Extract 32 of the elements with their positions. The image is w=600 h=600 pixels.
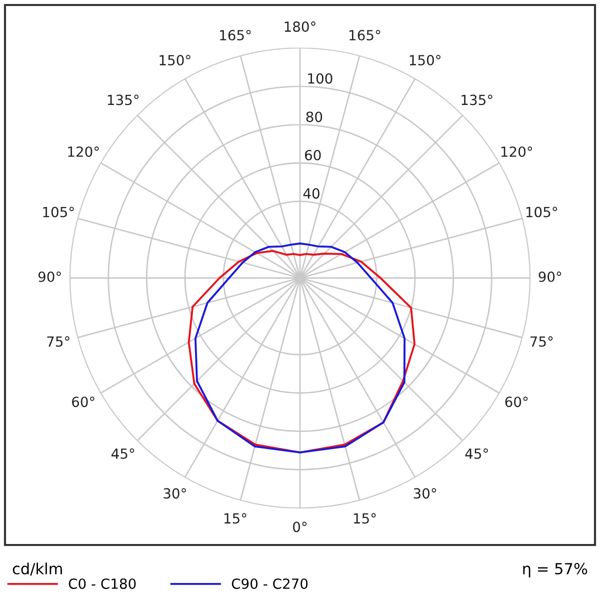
spoke-label: 120° — [501, 146, 532, 157]
legend-label: C90 - C270 — [232, 578, 308, 589]
spoke-label: 105° — [43, 206, 74, 218]
spoke-label: 165° — [220, 30, 251, 40]
spoke-label: 135° — [462, 94, 492, 106]
y-tick-label: 100 — [308, 73, 332, 84]
spoke-label: 90° — [538, 272, 562, 282]
spoke-label: 75° — [530, 336, 553, 347]
spoke-label: 120° — [68, 146, 99, 157]
text: cd/klm — [12, 562, 62, 576]
spoke-label: 165° — [350, 30, 380, 40]
spoke-label: 45° — [465, 448, 488, 459]
text: η = 57% — [523, 562, 588, 578]
spoke-label: 30° — [414, 488, 436, 499]
spoke-label: 105° — [526, 206, 558, 218]
y-tick-label: 40 — [303, 188, 320, 199]
legend-label: C0 - C180 — [68, 578, 136, 589]
spoke-label: 135° — [108, 94, 139, 106]
spoke-label: 30° — [164, 488, 186, 499]
spoke-label: 15° — [224, 513, 246, 524]
y-tick-label: 60 — [304, 150, 321, 160]
spoke-label: 60° — [505, 396, 528, 408]
spoke-label: 0° — [293, 522, 307, 532]
spoke-label: 75° — [47, 336, 70, 347]
spoke-label: 150° — [410, 54, 440, 66]
spoke-label: 15° — [354, 513, 376, 524]
spoke-label: 45° — [111, 448, 134, 459]
spoke-label: 180° — [284, 21, 316, 32]
y-tick-label: 80 — [306, 112, 322, 122]
spoke-label: 150° — [160, 54, 190, 66]
spoke-label: 60° — [72, 396, 94, 408]
spoke-label: 90° — [38, 272, 61, 282]
